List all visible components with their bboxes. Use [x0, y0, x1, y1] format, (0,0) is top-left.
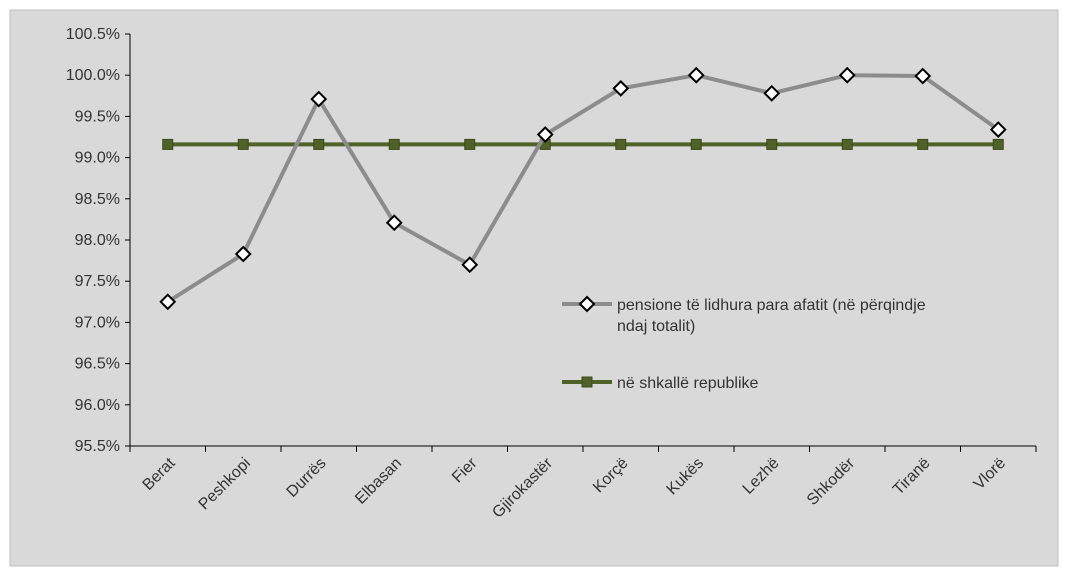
data-point-marker	[159, 293, 177, 311]
data-point-marker	[234, 245, 252, 263]
y-tick-label: 95.5%	[75, 438, 120, 455]
legend-swatch-marker	[581, 376, 593, 388]
data-point-marker	[162, 138, 174, 150]
data-point-marker	[763, 84, 781, 102]
data-point-marker	[914, 67, 932, 85]
data-point-marker	[237, 138, 249, 150]
data-point-marker	[310, 90, 328, 108]
y-tick-label: 97.5%	[75, 273, 120, 290]
chart-background	[9, 9, 1059, 567]
legend-label: ndaj totalit)	[617, 318, 695, 335]
data-point-marker	[992, 138, 1004, 150]
y-tick-label: 100.5%	[66, 26, 120, 43]
y-tick-label: 98.5%	[75, 191, 120, 208]
series-line	[166, 73, 1000, 304]
data-point-marker	[917, 138, 929, 150]
y-tick-label: 98.0%	[75, 232, 120, 249]
series-layer	[159, 66, 1007, 311]
y-tick-label: 100.0%	[66, 67, 120, 84]
data-point-marker	[690, 138, 702, 150]
y-tick-label: 96.0%	[75, 397, 120, 414]
y-tick-label: 97.0%	[75, 314, 120, 331]
legend-entry-0: pensione të lidhura para afatit (në përq…	[562, 295, 926, 335]
data-point-marker	[838, 66, 856, 84]
legend-label: pensione të lidhura para afatit (në përq…	[617, 297, 926, 314]
data-point-marker	[388, 138, 400, 150]
legend-swatch-marker	[578, 295, 596, 313]
data-point-marker	[612, 79, 630, 97]
data-point-marker	[461, 256, 479, 274]
data-point-marker	[615, 138, 627, 150]
y-tick-label: 99.0%	[75, 150, 120, 167]
series-0	[159, 66, 1007, 311]
data-point-marker	[841, 138, 853, 150]
data-point-marker	[687, 66, 705, 84]
data-point-marker	[313, 138, 325, 150]
data-point-marker	[536, 126, 554, 143]
data-point-marker	[989, 121, 1007, 138]
series-1	[162, 138, 1004, 150]
data-point-marker	[464, 138, 476, 150]
y-tick-label: 96.5%	[75, 356, 120, 373]
legend: pensione të lidhura para afatit (në përq…	[562, 295, 926, 392]
y-tick-label: 99.5%	[75, 108, 120, 125]
data-point-marker	[766, 138, 778, 150]
legend-label: në shkallë republike	[617, 375, 759, 392]
data-point-marker	[385, 214, 403, 232]
legend-entry-1: në shkallë republike	[562, 375, 759, 392]
